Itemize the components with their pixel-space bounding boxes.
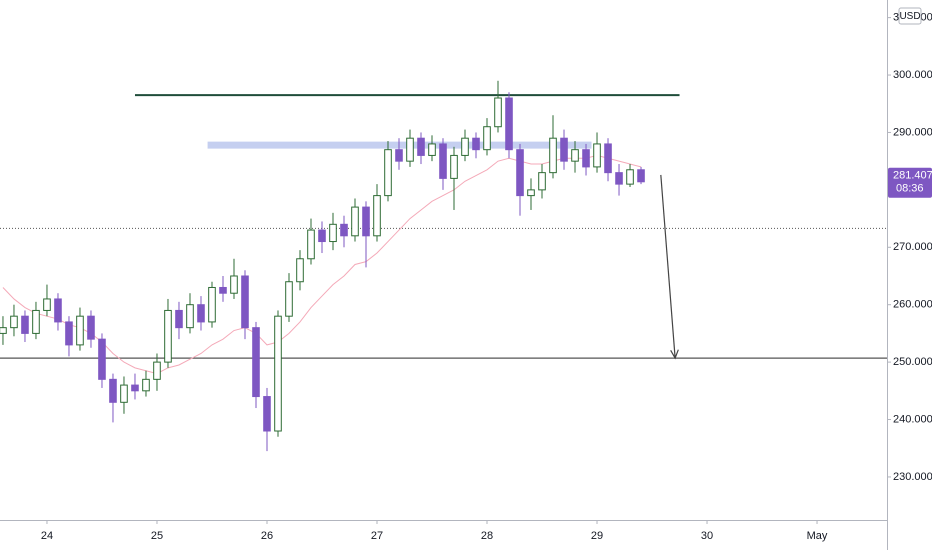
candle-body (219, 286, 227, 294)
candle-body (197, 304, 205, 323)
candle-body (142, 378, 150, 392)
candle-body (483, 126, 491, 151)
candle-body (164, 309, 172, 363)
countdown-label: 08:36 (896, 183, 924, 195)
x-tick-label: 26 (261, 530, 273, 542)
y-tick-label: 250.000 (893, 356, 932, 368)
candle-body (472, 137, 480, 151)
candle-body (516, 149, 524, 197)
candle-body (505, 97, 513, 151)
candle-body (362, 206, 370, 237)
y-tick-label: 240.000 (893, 413, 932, 425)
candle-body (285, 281, 293, 317)
candle-body (296, 258, 304, 283)
candle-body (87, 315, 95, 340)
y-tick-label: 230.000 (893, 471, 932, 483)
candle-body (21, 315, 29, 334)
candle-body (153, 361, 161, 380)
candle-body (384, 149, 392, 197)
candle-body (252, 327, 260, 398)
candle-body (131, 384, 139, 392)
candle-body (318, 229, 326, 243)
candle-body (626, 169, 634, 185)
candle-body (120, 384, 128, 403)
moving-average (2, 154, 642, 375)
y-tick-label: 290.000 (893, 126, 932, 138)
candle-body (109, 378, 117, 403)
candle-body (208, 286, 216, 323)
x-tick-label: 30 (701, 530, 713, 542)
candle-body (637, 169, 645, 183)
candle-body (32, 309, 40, 334)
candle-body (351, 206, 359, 237)
x-tick-label: 29 (591, 530, 603, 542)
candle-body (0, 327, 7, 334)
candle-body (98, 338, 106, 380)
candle-body (175, 309, 183, 329)
currency-box (898, 7, 922, 25)
candle-body (241, 275, 249, 329)
candle-body (373, 195, 381, 237)
candle-body (604, 143, 612, 174)
candle-body (395, 149, 403, 162)
candle-body (76, 315, 84, 346)
candle-body (538, 172, 546, 191)
last-price-label: 281.407 (893, 170, 932, 182)
candle-body (307, 229, 315, 260)
candle-body (439, 143, 447, 179)
candle-body (186, 304, 194, 329)
arrow-head (670, 349, 679, 360)
y-tick-label: 260.000 (893, 299, 932, 311)
x-tick-label: 28 (481, 530, 493, 542)
candle-body (494, 97, 502, 128)
candle-body (54, 298, 62, 323)
candle-body (450, 154, 458, 179)
candle-body (417, 137, 425, 156)
y-tick-label: 270.000 (893, 241, 932, 253)
y-tick-label: 300.000 (893, 69, 932, 81)
candle-body (527, 189, 535, 197)
plot-area (0, 80, 887, 452)
x-tick-label: May (807, 530, 828, 542)
candle-body (406, 137, 414, 162)
candle-body (428, 143, 436, 156)
candle-body (593, 143, 601, 168)
candle-body (582, 149, 590, 168)
candle-body (43, 298, 51, 311)
last-price-box (888, 167, 932, 198)
candle-body (329, 223, 337, 243)
candle-body (65, 321, 73, 346)
candle-body (10, 315, 18, 329)
candle-body (461, 137, 469, 156)
candle-body (560, 137, 568, 162)
currency-label: USD (899, 11, 920, 22)
candle-body (340, 223, 348, 237)
x-tick-label: 25 (151, 530, 163, 542)
x-tick-label: 27 (371, 530, 383, 542)
candle-body (549, 137, 557, 174)
arrow-shaft (660, 174, 676, 359)
candle-body (571, 149, 579, 162)
candle-body (263, 396, 271, 432)
candle-body (230, 275, 238, 294)
candle-body (615, 172, 623, 185)
x-tick-label: 24 (41, 530, 53, 542)
candle-body (274, 315, 282, 432)
